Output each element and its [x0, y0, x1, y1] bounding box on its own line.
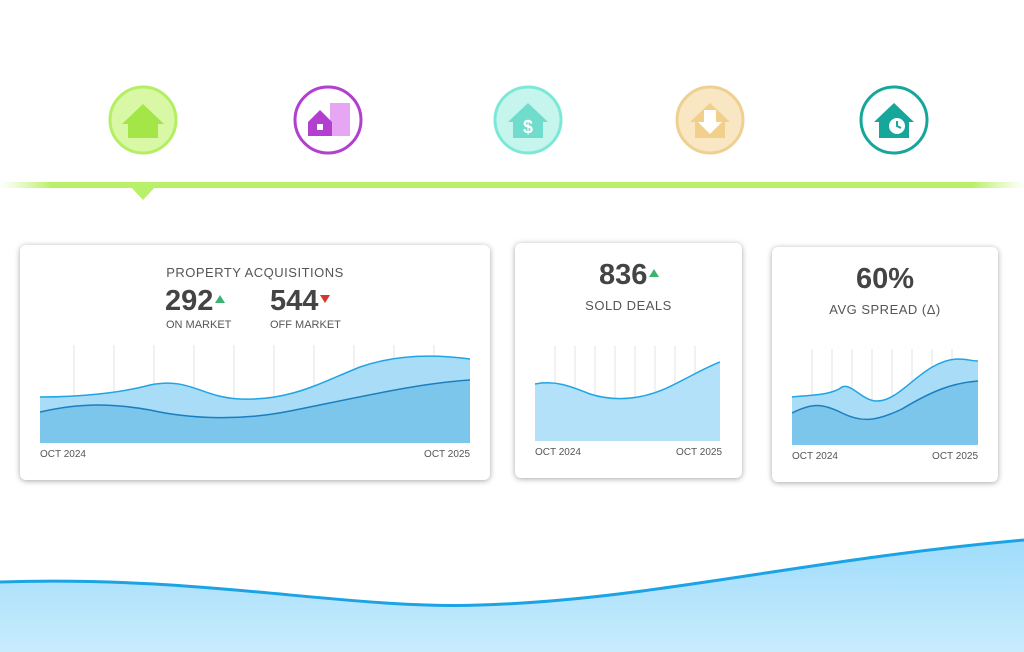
axis-label: OCT 2024	[40, 449, 86, 460]
metric-label: AVG SPREAD (Δ)	[829, 302, 941, 317]
metric-value: 836	[599, 259, 648, 291]
area-chart	[535, 346, 720, 441]
card: PROPERTY ACQUISITIONS 292 ON MARKET 544 …	[20, 245, 490, 480]
icon[interactable]	[675, 85, 745, 155]
wave	[0, 540, 1024, 652]
metric-value: 292	[165, 285, 214, 317]
area-chart	[40, 345, 470, 443]
metric-label: OFF MARKET	[270, 319, 341, 331]
card: 836 SOLD DEALS OCT 2024 OCT 2025	[515, 243, 742, 478]
axis-label: OCT 2024	[535, 447, 581, 458]
timeline-bar	[0, 182, 1024, 188]
icon[interactable]	[108, 85, 178, 155]
axis-label: OCT 2025	[932, 451, 978, 462]
trend-arrow	[215, 295, 225, 303]
axis-label: OCT 2025	[424, 449, 470, 460]
pointer	[130, 186, 156, 200]
trend-arrow	[649, 269, 659, 277]
metric-label: SOLD DEALS	[585, 298, 672, 313]
icon[interactable]	[293, 85, 363, 155]
card-title: PROPERTY ACQUISITIONS	[166, 265, 344, 280]
icon[interactable]	[859, 85, 929, 155]
card: 60% AVG SPREAD (Δ) OCT 2024 OCT 2025	[772, 247, 998, 482]
area-chart	[792, 349, 978, 445]
metric-value: 60%	[855, 263, 915, 295]
metric-value: 544	[270, 285, 319, 317]
axis-label: OCT 2025	[676, 447, 722, 458]
metric-label: ON MARKET	[166, 319, 232, 331]
wave-line	[0, 538, 1024, 607]
axis-label: OCT 2024	[792, 451, 838, 462]
svg-text:$: $	[523, 117, 533, 137]
trend-arrow	[320, 295, 330, 303]
icon[interactable]: $	[493, 85, 563, 155]
